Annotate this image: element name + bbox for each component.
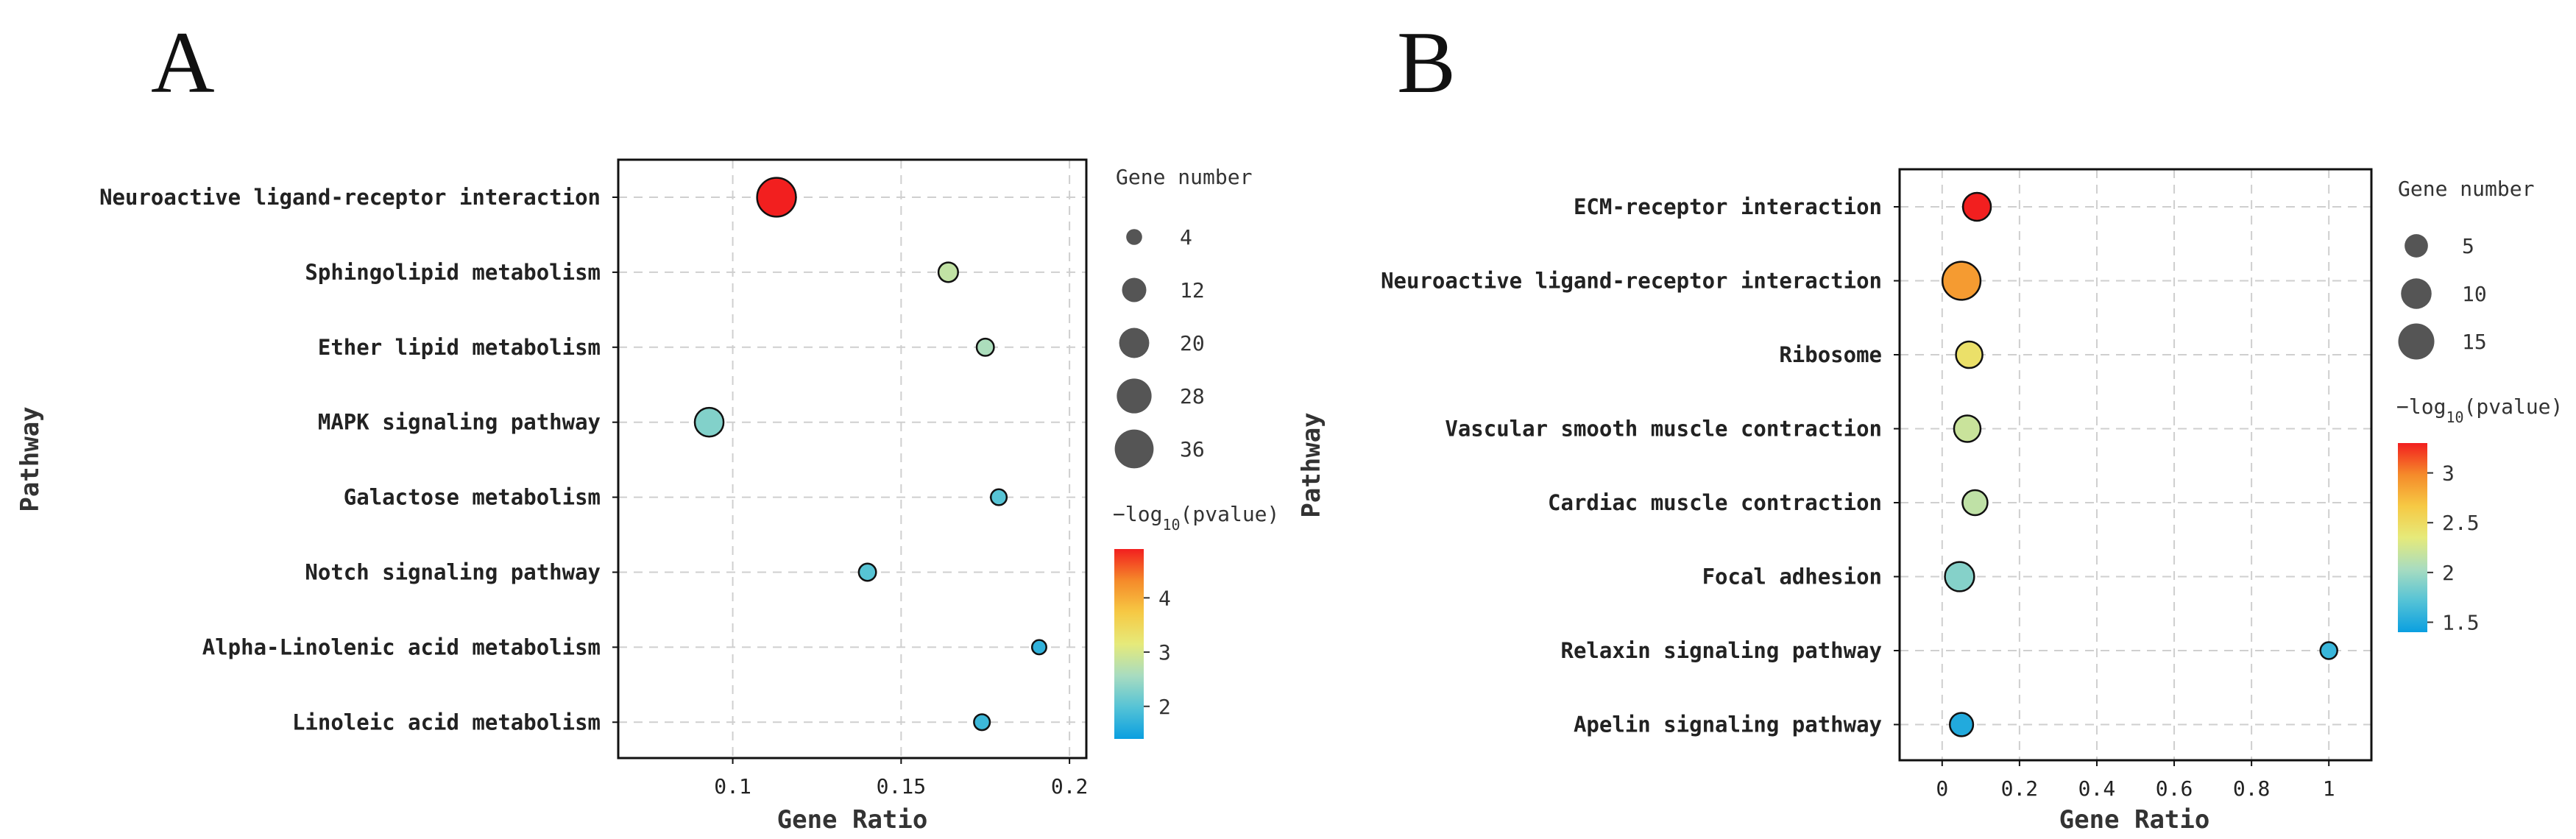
size-legend-label: 12 — [1180, 278, 1205, 302]
panel-b-color-legend-title: −log10(pvalue) — [2396, 394, 2563, 426]
data-point — [857, 562, 877, 582]
panel-b-size-legend-title: Gene number — [2398, 177, 2534, 201]
x-tick-label: 0 — [1936, 776, 1948, 801]
panel-a-size-legend: Gene number 4 12 20 28 36 — [1114, 165, 1252, 469]
panel-a-color-legend: −log10(pvalue) 2 3 4 — [1113, 502, 1279, 739]
colorbar-tick-label: 2 — [2442, 561, 2455, 585]
data-point — [1030, 639, 1047, 656]
colorbar-tick-label: 2 — [1158, 695, 1171, 719]
pathway-label: Relaxin signaling pathway — [1561, 638, 1883, 663]
size-legend-label: 15 — [2462, 330, 2487, 354]
size-legend-dot — [2401, 278, 2432, 309]
panel-a-size-legend-title: Gene number — [1116, 165, 1252, 189]
data-point — [1941, 261, 1982, 301]
panel-a-x-ticks: 0.1 0.15 0.2 — [714, 758, 1088, 799]
panel-b: B ECM-receptor interaction Neuroactive li… — [1297, 13, 2563, 835]
panel-b-x-ticks: 0 0.2 0.4 0.6 0.8 1 — [1936, 760, 2335, 801]
pathway-label: Neuroactive ligand-receptor interaction — [99, 185, 601, 210]
x-tick-label: 0.1 — [714, 774, 751, 799]
size-legend-dot — [1117, 378, 1152, 414]
panel-a-x-axis-title: Gene Ratio — [777, 805, 928, 835]
panel-a: A Neuroactive ligand-receptor interactio… — [15, 13, 1279, 835]
pathway-label: Cardiac muscle contraction — [1548, 490, 1882, 515]
x-tick-label: 0.6 — [2156, 776, 2193, 801]
pathway-label: Neuroactive ligand-receptor interaction — [1381, 269, 1882, 294]
size-legend-dot — [2398, 323, 2435, 360]
pathway-label: MAPK signaling pathway — [318, 410, 601, 435]
panel-a-y-axis-title: Pathway — [15, 406, 45, 511]
data-point — [1961, 489, 1989, 517]
size-legend-dot — [1119, 328, 1150, 358]
panel-b-dots — [1941, 191, 2338, 737]
panel-b-y-axis-title: Pathway — [1297, 412, 1326, 517]
data-point — [756, 177, 797, 218]
panel-a-plot-frame — [617, 158, 1088, 760]
size-legend-label: 28 — [1180, 384, 1205, 408]
size-legend-label: 36 — [1180, 437, 1205, 461]
size-legend-label: 5 — [2462, 234, 2474, 258]
data-point — [693, 406, 725, 438]
panel-a-letter: A — [151, 13, 215, 111]
data-point — [937, 261, 959, 283]
pathway-label: Focal adhesion — [1702, 564, 1882, 590]
pathway-label: Sphingolipid metabolism — [305, 260, 601, 285]
colorbar-tick-label: 3 — [2442, 461, 2455, 486]
panel-a-gridlines — [618, 160, 1086, 758]
x-tick-label: 0.15 — [877, 774, 926, 799]
data-point — [973, 713, 991, 732]
size-legend-dot — [2405, 234, 2428, 258]
data-point — [1955, 340, 1984, 369]
size-legend-label: 4 — [1180, 225, 1192, 249]
panel-a-colorbar — [1114, 549, 1144, 739]
panel-b-colorbar — [2398, 443, 2427, 632]
panel-b-letter: B — [1397, 13, 1456, 111]
panel-b-x-axis-title: Gene Ratio — [2059, 805, 2210, 835]
data-point — [1961, 191, 1992, 222]
panel-b-size-legend: Gene number 5 10 15 — [2398, 177, 2534, 360]
panel-b-gridlines — [1900, 169, 2371, 760]
panel-b-color-legend: −log10(pvalue) 1.5 2 2.5 3 — [2396, 394, 2563, 634]
pathway-label: Ribosome — [1779, 342, 1882, 367]
panel-b-pathway-labels: ECM-receptor interaction Neuroactive liga… — [1381, 194, 1900, 737]
pathway-label: ECM-receptor interaction — [1574, 194, 1882, 219]
x-tick-label: 1 — [2323, 776, 2335, 801]
data-point — [1944, 561, 1975, 592]
panel-a-color-legend-title: −log10(pvalue) — [1113, 502, 1279, 534]
colorbar-tick-label: 2.5 — [2442, 511, 2480, 535]
pathway-label: Apelin signaling pathway — [1574, 712, 1882, 737]
size-legend-label: 10 — [2462, 282, 2487, 306]
x-tick-label: 0.2 — [1051, 774, 1089, 799]
data-point — [975, 337, 995, 357]
colorbar-tick-label: 1.5 — [2442, 610, 2480, 634]
pathway-label: Notch signaling pathway — [305, 560, 601, 585]
panel-a-dots — [693, 177, 1047, 732]
size-legend-dot — [1126, 229, 1142, 245]
pathway-label: Vascular smooth muscle contraction — [1445, 417, 1882, 442]
pathway-label: Linoleic acid metabolism — [292, 709, 601, 734]
data-point — [1948, 712, 1975, 737]
size-legend-dot — [1122, 277, 1147, 302]
size-legend-label: 20 — [1180, 331, 1205, 355]
pathway-label: Ether lipid metabolism — [318, 335, 601, 360]
pathway-label: Galactose metabolism — [344, 485, 601, 510]
data-point — [1953, 414, 1982, 443]
pathway-label: Alpha-Linolenic acid metabolism — [202, 634, 601, 659]
x-tick-label: 0.2 — [2001, 776, 2039, 801]
size-legend-dot — [1114, 429, 1154, 469]
data-point — [989, 488, 1008, 506]
colorbar-tick-label: 3 — [1158, 640, 1171, 665]
panel-b-plot-frame — [1898, 168, 2373, 762]
colorbar-tick-label: 4 — [1158, 586, 1171, 610]
data-point — [2319, 641, 2338, 660]
panel-a-pathway-labels: Neuroactive ligand-receptor interaction S… — [99, 185, 618, 734]
x-tick-label: 0.8 — [2233, 776, 2271, 801]
x-tick-label: 0.4 — [2078, 776, 2116, 801]
